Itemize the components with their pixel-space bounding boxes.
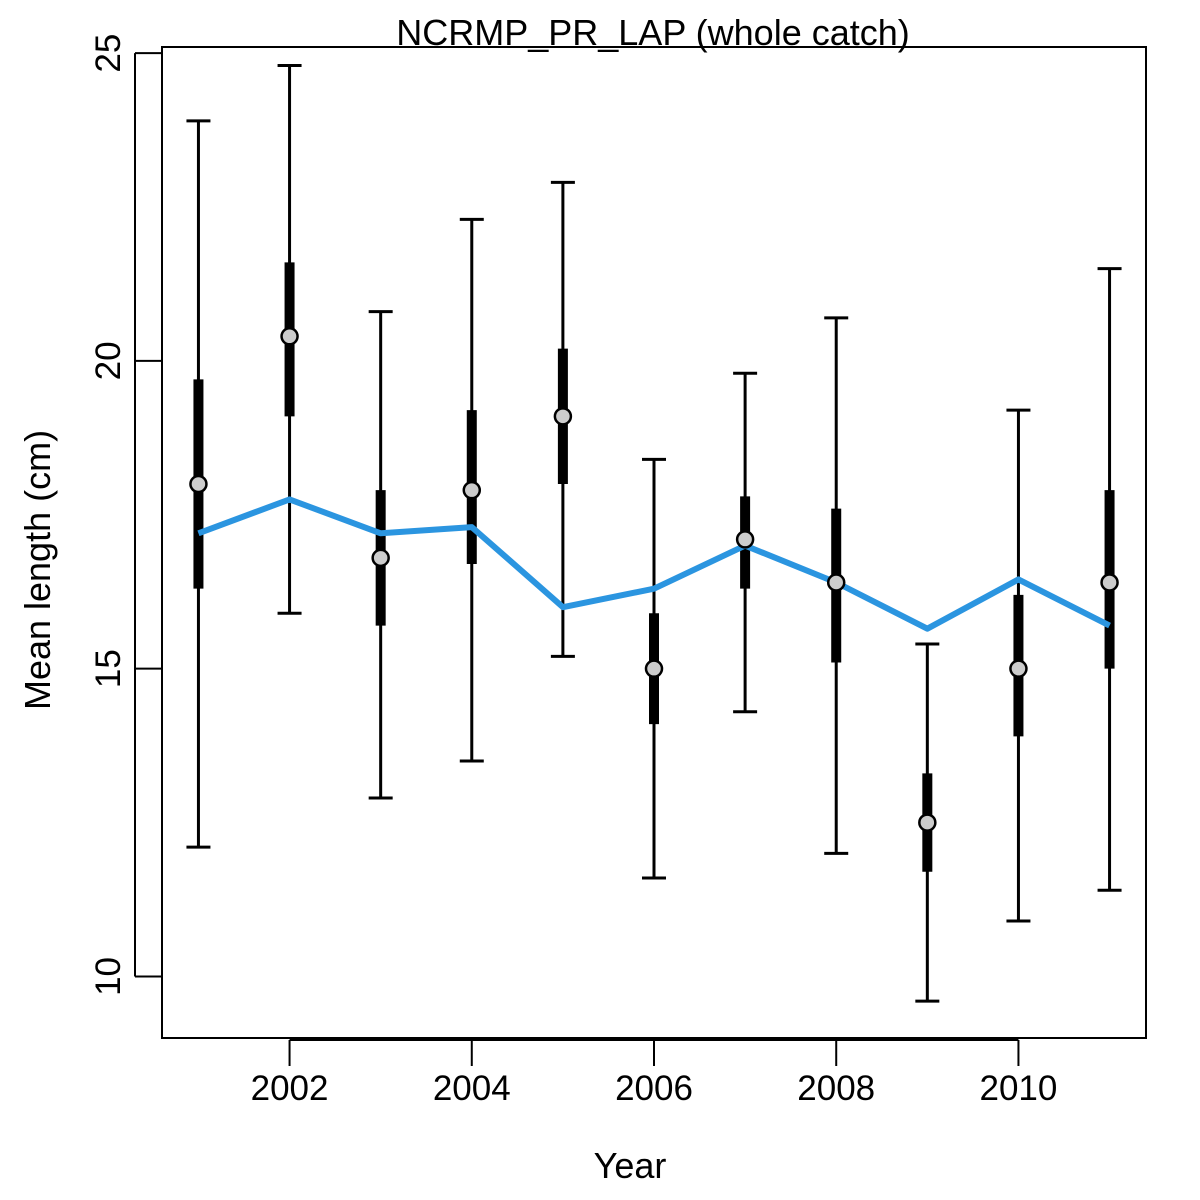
y-axis-title: Mean length (cm) xyxy=(17,430,58,710)
observed-point xyxy=(462,480,482,500)
x-tick-label: 2006 xyxy=(615,1069,693,1108)
expected-line xyxy=(197,496,1111,632)
y-tick-label: 10 xyxy=(89,957,128,996)
observed-point xyxy=(644,659,664,678)
observed-point xyxy=(189,474,208,494)
x-axis-title: Year xyxy=(594,1145,667,1186)
plot-frame xyxy=(161,46,1147,1039)
observed-point xyxy=(735,530,755,549)
observed-point xyxy=(826,573,846,592)
x-tick-label: 2008 xyxy=(797,1069,875,1108)
observed-points xyxy=(189,327,1119,832)
x-tick-label: 2010 xyxy=(980,1069,1058,1108)
x-axis: 2002 2004 2006 2008 2010 xyxy=(251,1039,1058,1108)
observed-point xyxy=(1009,659,1028,678)
observed-point xyxy=(280,327,299,346)
y-tick-label: 20 xyxy=(89,341,128,380)
y-axis: 10 15 20 25 xyxy=(89,34,162,996)
observed-point xyxy=(371,548,390,568)
x-tick-label: 2002 xyxy=(251,1069,329,1108)
x-tick-label: 2004 xyxy=(433,1069,511,1108)
observed-point xyxy=(553,407,573,426)
observed-point xyxy=(918,813,937,832)
y-tick-label: 25 xyxy=(89,34,128,73)
observed-point xyxy=(1100,573,1119,592)
y-tick-label: 15 xyxy=(89,649,128,688)
